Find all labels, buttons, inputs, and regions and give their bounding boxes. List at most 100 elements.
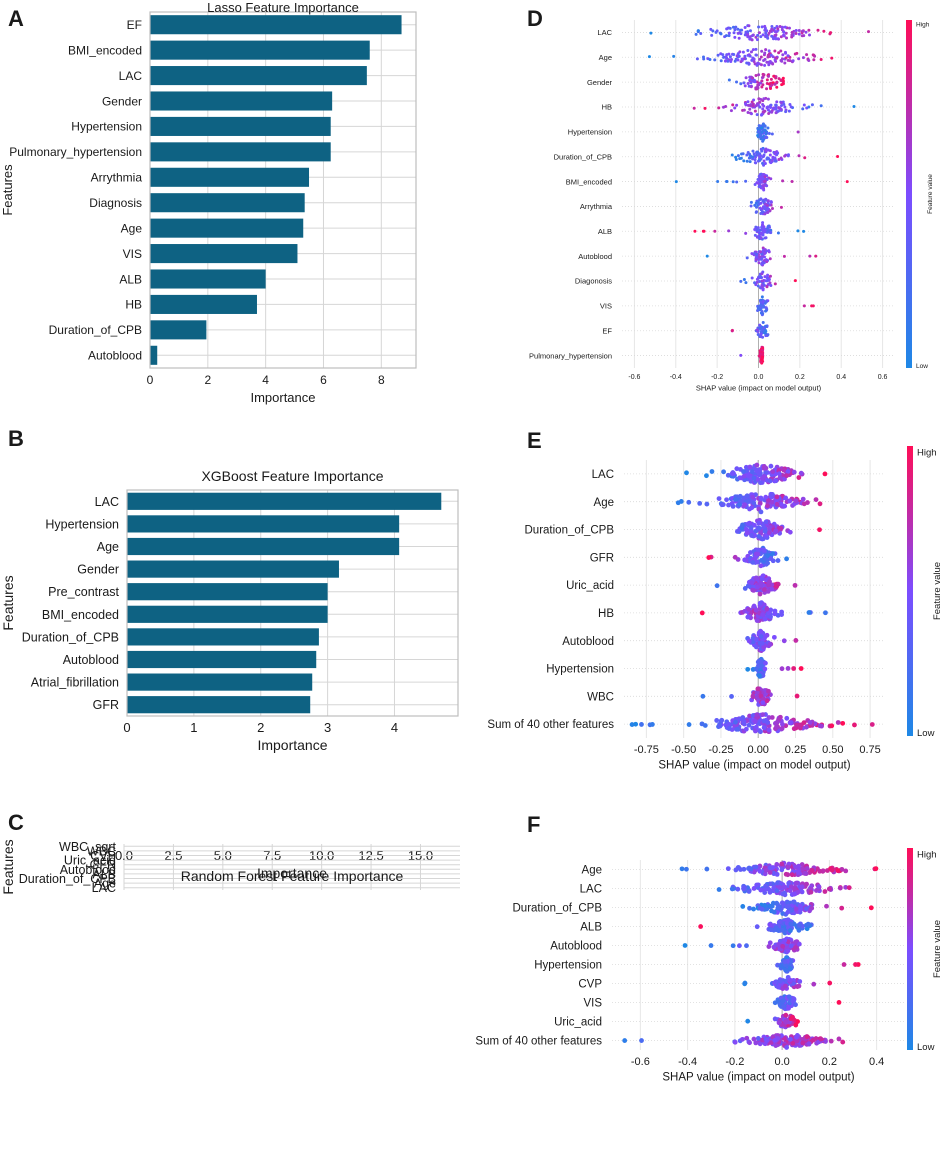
shap-point <box>762 104 766 108</box>
x-tick-label: -0.4 <box>678 1056 697 1068</box>
shap-point <box>758 255 762 259</box>
shap-point <box>744 530 750 536</box>
shap-point <box>694 32 698 36</box>
bar <box>127 605 328 623</box>
shap-point <box>744 30 748 34</box>
shap-point <box>745 153 749 157</box>
shap-point <box>730 503 736 509</box>
shap-point <box>767 641 773 647</box>
beeswarm-WBC <box>700 686 800 707</box>
shap-point <box>792 582 798 588</box>
shap-point <box>784 473 789 479</box>
shap-point <box>760 612 766 617</box>
shap-point <box>823 1039 828 1044</box>
shap-point <box>754 258 758 262</box>
x-tick-label: 0.0 <box>754 374 764 381</box>
beeswarm-Uric_acid <box>714 573 798 597</box>
beeswarm-Hypertension <box>756 122 800 143</box>
shap-point <box>869 722 875 727</box>
shap-point <box>769 715 775 720</box>
shap-point <box>766 610 772 616</box>
shap-point <box>748 525 754 530</box>
shap-point <box>794 880 799 886</box>
category-label: BMI_encoded <box>42 608 119 622</box>
shap-point <box>733 719 738 725</box>
shap-point <box>755 280 759 284</box>
shap-point <box>751 587 757 593</box>
shap-point <box>770 27 774 31</box>
x-tick-label: 6 <box>320 373 327 387</box>
shap-point <box>770 110 774 114</box>
shap-point <box>793 864 798 870</box>
shap-point <box>751 475 757 481</box>
shap-point <box>765 230 769 234</box>
feature-label: Autoblood <box>578 252 612 261</box>
shap-point <box>808 886 814 892</box>
shap-point <box>776 1020 782 1026</box>
shap-point <box>802 871 808 876</box>
shap-point <box>787 498 793 504</box>
shap-point <box>768 1040 774 1045</box>
shap-point <box>746 521 751 527</box>
shap-point <box>767 865 773 871</box>
shap-point <box>760 295 764 299</box>
shap-point <box>754 462 760 468</box>
shap-point <box>766 210 770 214</box>
chart-title: Random Forest Feature Importance <box>181 868 404 884</box>
shap-point <box>758 57 762 61</box>
shap-point <box>736 27 740 31</box>
shap-point <box>696 29 700 33</box>
shap-point <box>762 97 766 101</box>
shap-point <box>742 159 746 163</box>
shap-point <box>773 528 779 534</box>
shap-point <box>737 716 743 722</box>
shap-point <box>698 924 704 929</box>
shap-point <box>761 547 767 553</box>
shap-point <box>756 129 760 133</box>
x-tick-label: 0.0 <box>774 1056 789 1068</box>
shap-point <box>796 941 802 947</box>
shap-point <box>724 59 728 63</box>
panel-letter-B: B <box>8 426 24 451</box>
shap-point <box>754 637 759 642</box>
shap-point <box>791 469 797 475</box>
shap-point <box>808 889 814 895</box>
shap-point <box>760 712 766 718</box>
shap-point <box>737 54 741 58</box>
shap-point <box>798 666 804 671</box>
bar <box>150 320 207 340</box>
shap-point <box>704 473 709 479</box>
feature-label: HB <box>602 103 612 112</box>
beeswarm-ALB <box>698 917 814 936</box>
category-label: Autoblood <box>88 349 142 363</box>
feature-label: HB <box>598 608 614 620</box>
shap-point <box>751 149 755 153</box>
beeswarm-Hypertension <box>775 955 861 974</box>
colorbar-low-label: Low <box>917 1042 935 1053</box>
shap-point <box>744 281 748 285</box>
shap-point <box>727 31 731 35</box>
shap-point <box>699 32 703 36</box>
shap-point <box>771 944 777 950</box>
shap-point <box>791 891 797 897</box>
shap-point <box>766 199 770 203</box>
shap-point <box>762 59 766 63</box>
colorbar-title: Feature value <box>927 174 934 214</box>
shap-point <box>737 493 743 499</box>
shap-point <box>762 159 766 163</box>
shap-point <box>816 28 820 32</box>
bar <box>127 650 317 669</box>
shap-point <box>749 112 753 116</box>
shap-point <box>786 153 790 157</box>
category-label: Arrythmia <box>91 171 143 185</box>
feature-label: Hypertension <box>568 128 612 137</box>
feature-label: Uric_acid <box>566 580 614 592</box>
shap-point <box>758 480 763 486</box>
colorbar-high-label: High <box>916 22 930 29</box>
shap-point <box>766 944 772 949</box>
shap-point <box>768 491 774 497</box>
shap-point <box>784 715 790 721</box>
plot-frame <box>126 489 459 717</box>
shap-point <box>761 107 765 111</box>
shap-point <box>794 693 800 699</box>
